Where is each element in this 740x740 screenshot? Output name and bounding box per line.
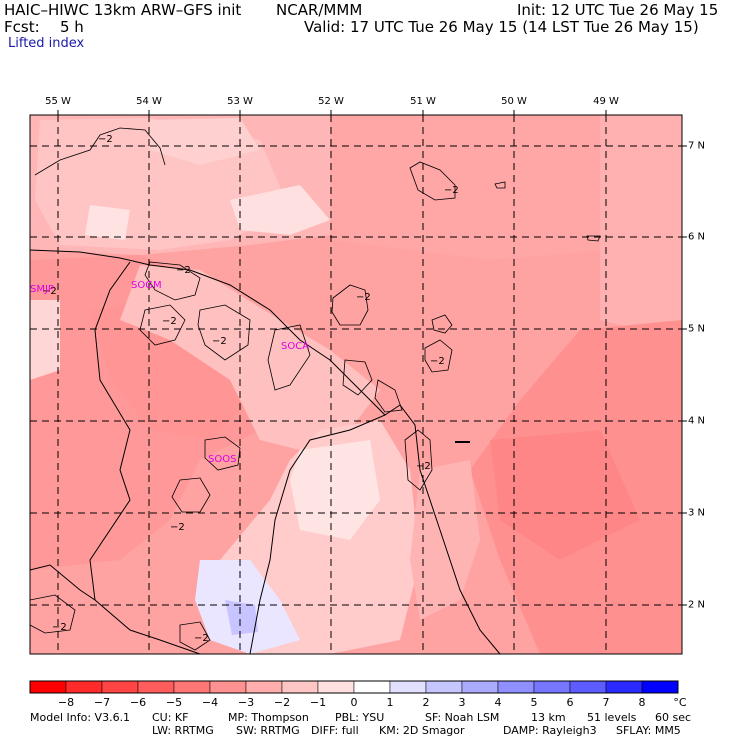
colorbar-swatch (353, 680, 391, 694)
colorbar-swatch (461, 680, 499, 694)
contour-label: −2 (356, 292, 371, 303)
model-info-levels: 51 levels (587, 711, 637, 724)
colorbar-tick-label: 3 (458, 696, 466, 709)
colorbar-swatch (641, 680, 679, 694)
colorbar-tick-label: −8 (57, 696, 75, 709)
field-name: Lifted index (8, 36, 85, 51)
colorbar-tick-label: 4 (494, 696, 502, 709)
colorbar-tick-label: 8 (638, 696, 646, 709)
contour-label: −2 (176, 265, 191, 276)
colorbar-swatch (101, 680, 139, 694)
contour-label: −2 (42, 286, 57, 297)
model-info-damp: DAMP: Rayleigh3 (503, 724, 597, 737)
colorbar-tick-label: 7 (602, 696, 610, 709)
model-info-mp: MP: Thompson (228, 711, 309, 724)
colorbar-tick-label: 2 (422, 696, 430, 709)
colorbar-tick-label: −6 (129, 696, 147, 709)
station-label: SOCA (281, 341, 309, 352)
init-time: Init: 12 UTC Tue 26 May 15 (517, 1, 719, 19)
lon-label: 54 W (136, 96, 162, 107)
lon-label: 55 W (45, 96, 71, 107)
colorbar-swatch (173, 680, 211, 694)
colorbar-tick-label: 0 (350, 696, 358, 709)
lon-label: 49 W (593, 96, 619, 107)
colorbar-tick-label: −1 (309, 696, 327, 709)
colorbar-tick-label: −3 (237, 696, 255, 709)
model-info-diff: DIFF: full (311, 724, 359, 737)
contour-label: −2 (194, 633, 209, 644)
contour-label: −2 (170, 522, 185, 533)
model-info-sflay: SFLAY: MM5 (616, 724, 681, 737)
colorbar-tick-label: 1 (386, 696, 394, 709)
contour-label: −2 (52, 622, 67, 633)
colorbar-swatch (281, 680, 319, 694)
colorbar-tick-label: −5 (165, 696, 183, 709)
colorbar-tick-label: −4 (201, 696, 219, 709)
colorbar-tick-label: −7 (93, 696, 111, 709)
station-label: SOGM (131, 280, 162, 291)
lon-label: 51 W (410, 96, 436, 107)
model-info-timestep: 60 sec (655, 711, 692, 724)
contour-label: −2 (162, 316, 177, 327)
colorbar-swatch (245, 680, 283, 694)
lat-label: 4 N (688, 415, 706, 427)
station-label: SOOS (208, 454, 236, 465)
contour-label: −2 (444, 185, 459, 196)
lon-label: 50 W (501, 96, 527, 107)
model-info-pbl: PBL: YSU (335, 711, 385, 724)
colorbar-tick-label: −2 (273, 696, 291, 709)
model-info-res: 13 km (531, 711, 566, 724)
colorbar-swatch (605, 680, 643, 694)
lat-label: 5 N (688, 323, 706, 335)
colorbar-tick-label: 5 (530, 696, 538, 709)
center-label: NCAR/MMM (276, 1, 363, 19)
colorbar-swatch (29, 680, 67, 694)
model-info-cu: CU: KF (152, 711, 189, 724)
colorbar-swatch (569, 680, 607, 694)
lat-label: 6 N (688, 231, 706, 243)
valid-time: Valid: 17 UTC Tue 26 May 15 (14 LST Tue … (304, 18, 699, 36)
contour-label: −2 (416, 461, 431, 472)
contour-label: −2 (212, 336, 227, 347)
station-label: SMJP (30, 284, 54, 295)
colorbar-swatch (389, 680, 427, 694)
forecast-label: Fcst: (4, 18, 40, 36)
model-title: HAIC–HIWC 13km ARW–GFS init (4, 1, 242, 19)
colorbar-swatch (65, 680, 103, 694)
colorbar-swatch (209, 680, 247, 694)
model-info-version: Model Info: V3.6.1 (30, 711, 131, 724)
model-info-sw: SW: RRTMG (236, 724, 300, 737)
contour-label: −2 (430, 356, 445, 367)
colorbar-tick-label: 6 (566, 696, 574, 709)
lat-label: 7 N (688, 140, 706, 152)
lon-label: 52 W (318, 96, 344, 107)
colorbar-swatch (317, 680, 355, 694)
lon-label: 53 W (227, 96, 253, 107)
colorbar-swatch (137, 680, 175, 694)
lat-label: 3 N (688, 507, 706, 519)
model-info-sf: SF: Noah LSM (425, 711, 500, 724)
model-info-lw: LW: RRTMG (152, 724, 214, 737)
model-info-km: KM: 2D Smagor (379, 724, 465, 737)
forecast-hours: 5 h (60, 18, 84, 36)
colorbar-swatch (425, 680, 463, 694)
colorbar-swatch (497, 680, 535, 694)
colorbar-unit: °C (673, 696, 687, 709)
colorbar-swatch (533, 680, 571, 694)
lat-label: 2 N (688, 599, 706, 611)
contour-label: −2 (98, 134, 113, 145)
